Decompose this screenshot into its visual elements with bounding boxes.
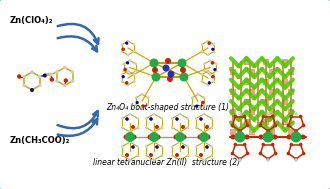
Circle shape xyxy=(121,73,123,76)
Circle shape xyxy=(197,107,199,110)
Circle shape xyxy=(181,145,185,149)
Circle shape xyxy=(121,80,123,83)
Circle shape xyxy=(134,63,137,65)
Circle shape xyxy=(133,80,135,83)
FancyBboxPatch shape xyxy=(244,78,250,84)
Circle shape xyxy=(215,70,218,72)
Circle shape xyxy=(294,157,298,161)
Circle shape xyxy=(273,135,278,139)
FancyBboxPatch shape xyxy=(288,68,294,74)
Circle shape xyxy=(147,103,149,106)
Circle shape xyxy=(129,159,131,161)
Circle shape xyxy=(286,135,291,139)
FancyBboxPatch shape xyxy=(269,68,275,74)
Circle shape xyxy=(167,76,173,82)
Circle shape xyxy=(238,129,242,133)
Circle shape xyxy=(131,135,137,139)
Circle shape xyxy=(128,73,131,76)
Circle shape xyxy=(123,135,128,139)
Circle shape xyxy=(211,145,213,148)
Circle shape xyxy=(201,50,203,53)
Circle shape xyxy=(38,84,42,87)
Circle shape xyxy=(301,135,306,139)
Circle shape xyxy=(230,135,236,139)
Circle shape xyxy=(49,73,52,76)
Circle shape xyxy=(234,143,237,146)
Circle shape xyxy=(243,143,247,146)
Circle shape xyxy=(299,143,303,146)
Circle shape xyxy=(181,125,185,129)
Circle shape xyxy=(302,124,305,127)
Circle shape xyxy=(160,154,163,157)
Circle shape xyxy=(125,153,129,157)
Circle shape xyxy=(271,115,275,118)
Circle shape xyxy=(208,81,211,84)
Circle shape xyxy=(231,124,234,127)
FancyBboxPatch shape xyxy=(230,129,236,135)
Circle shape xyxy=(165,58,171,64)
Circle shape xyxy=(148,135,152,139)
Circle shape xyxy=(299,115,303,118)
Circle shape xyxy=(55,70,59,74)
Circle shape xyxy=(203,141,205,143)
Circle shape xyxy=(266,112,270,116)
Circle shape xyxy=(168,70,175,77)
Circle shape xyxy=(121,126,123,129)
FancyArrowPatch shape xyxy=(57,111,98,128)
Circle shape xyxy=(207,40,209,42)
FancyBboxPatch shape xyxy=(230,88,236,94)
Circle shape xyxy=(261,143,265,146)
Circle shape xyxy=(145,145,148,148)
Circle shape xyxy=(121,117,123,120)
Circle shape xyxy=(213,68,216,71)
Circle shape xyxy=(231,152,234,155)
Circle shape xyxy=(209,59,212,62)
Circle shape xyxy=(178,59,186,67)
Circle shape xyxy=(122,63,125,65)
Circle shape xyxy=(127,40,129,42)
Circle shape xyxy=(246,152,249,155)
Circle shape xyxy=(205,125,209,129)
Circle shape xyxy=(211,126,213,129)
Circle shape xyxy=(195,105,198,108)
Circle shape xyxy=(22,84,26,87)
Circle shape xyxy=(129,141,131,143)
Circle shape xyxy=(195,117,198,120)
FancyBboxPatch shape xyxy=(282,98,288,105)
Circle shape xyxy=(171,154,174,157)
Circle shape xyxy=(171,126,174,129)
Circle shape xyxy=(179,159,181,161)
Circle shape xyxy=(205,145,209,149)
Circle shape xyxy=(180,67,186,73)
Circle shape xyxy=(131,125,135,129)
Circle shape xyxy=(155,135,160,139)
FancyBboxPatch shape xyxy=(269,88,275,94)
Circle shape xyxy=(186,145,189,148)
Circle shape xyxy=(126,61,129,64)
Circle shape xyxy=(135,103,137,106)
Circle shape xyxy=(207,70,209,72)
Circle shape xyxy=(137,145,139,148)
Circle shape xyxy=(182,135,186,139)
Circle shape xyxy=(125,117,129,121)
Circle shape xyxy=(290,132,302,143)
FancyBboxPatch shape xyxy=(288,108,294,115)
Text: linear tetranuclear Zn(II)  structure (2): linear tetranuclear Zn(II) structure (2) xyxy=(93,157,241,167)
Circle shape xyxy=(191,96,193,99)
Circle shape xyxy=(30,88,34,92)
Circle shape xyxy=(259,152,262,155)
Circle shape xyxy=(262,132,274,143)
FancyBboxPatch shape xyxy=(282,119,288,125)
FancyBboxPatch shape xyxy=(244,98,250,105)
Circle shape xyxy=(213,73,215,76)
Circle shape xyxy=(149,117,153,121)
FancyBboxPatch shape xyxy=(249,88,255,94)
Circle shape xyxy=(129,113,131,115)
Circle shape xyxy=(213,80,215,83)
Circle shape xyxy=(211,48,215,51)
Circle shape xyxy=(238,158,242,162)
Circle shape xyxy=(131,145,135,149)
Circle shape xyxy=(274,152,278,155)
Circle shape xyxy=(243,115,247,118)
